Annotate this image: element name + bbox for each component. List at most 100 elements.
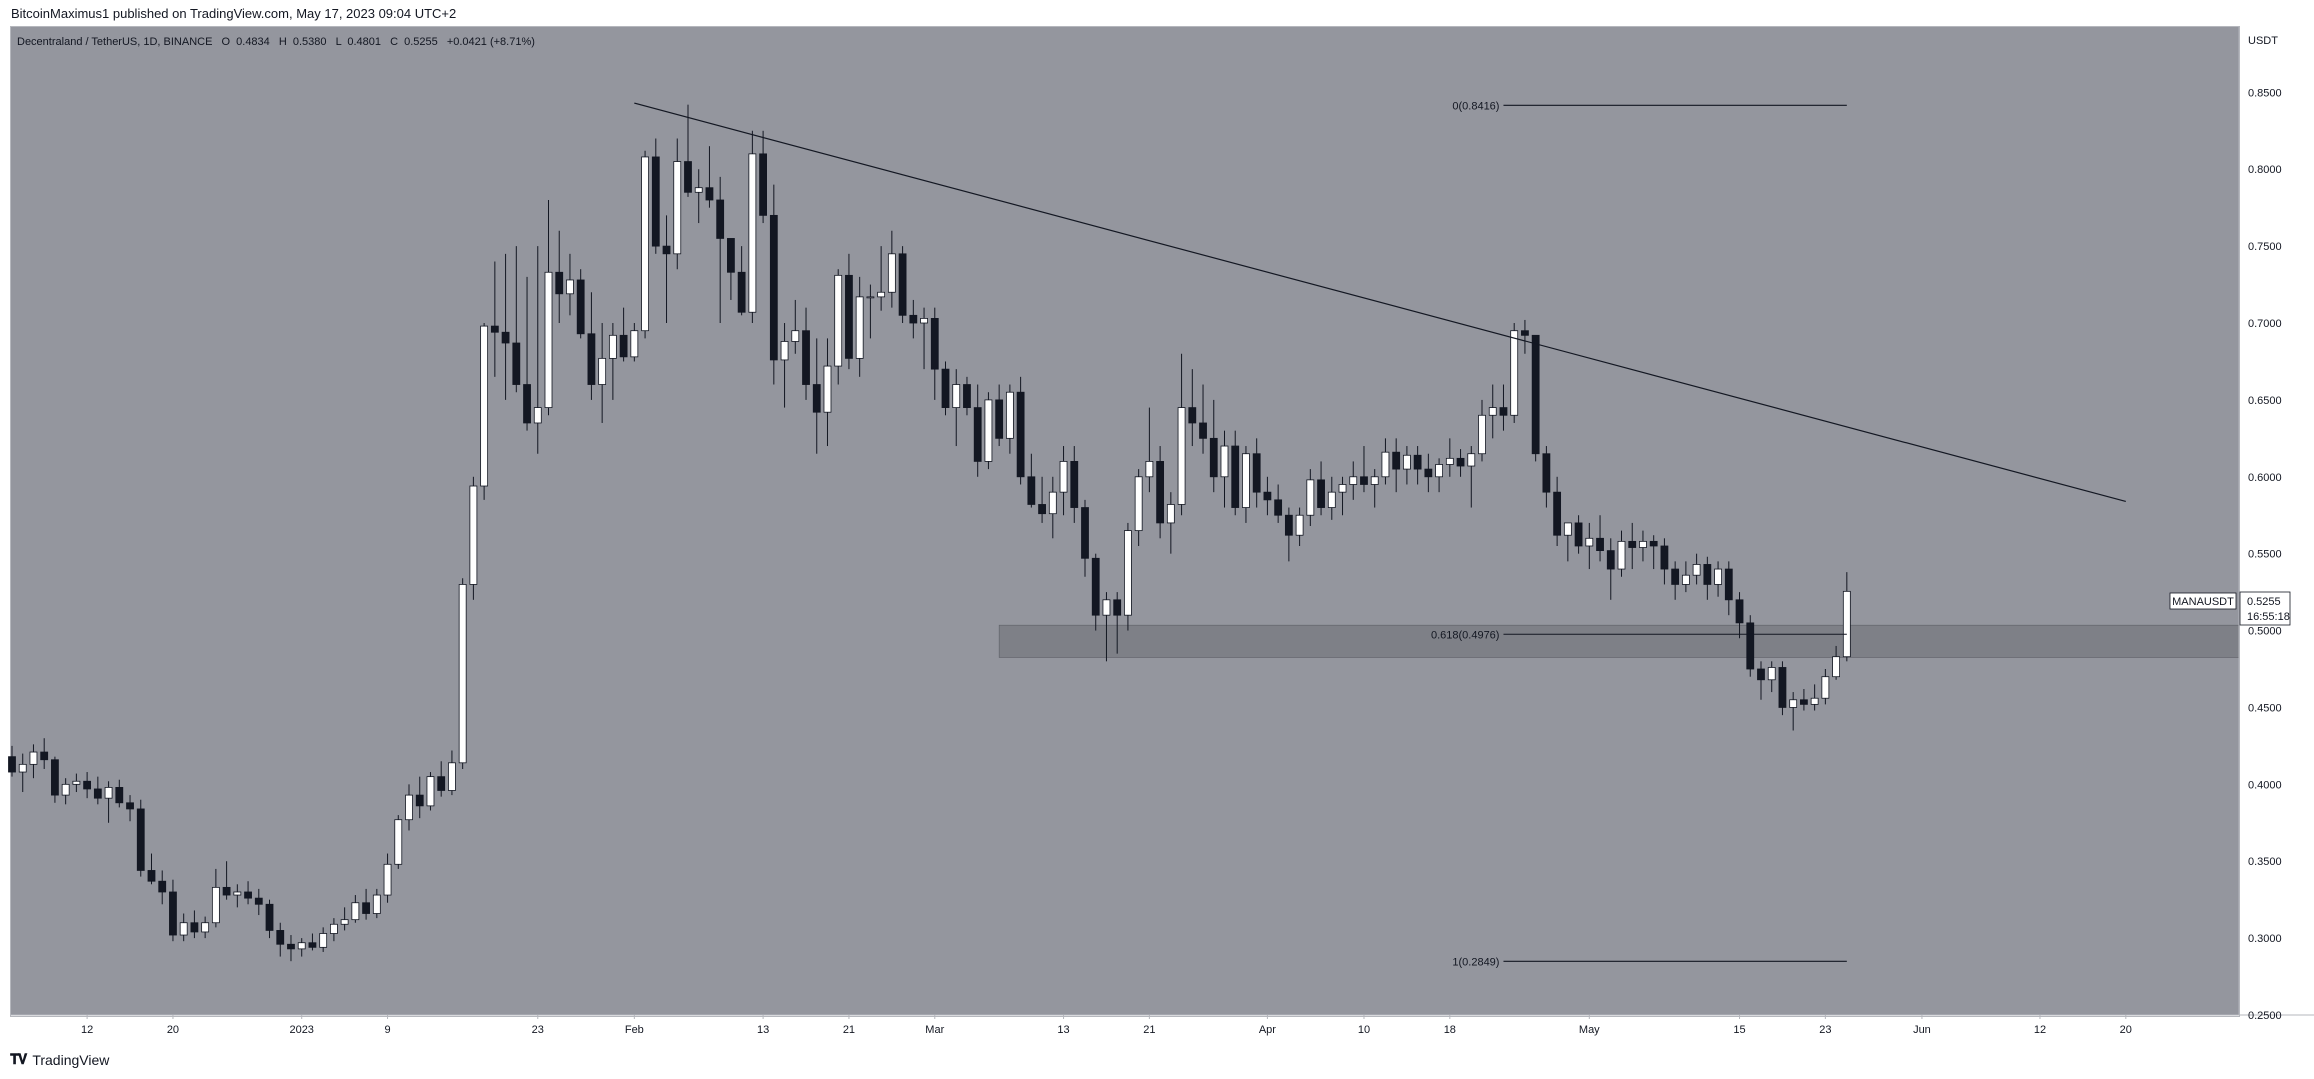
plot-area[interactable] xyxy=(11,27,2239,1015)
fib-level[interactable]: 1(0.2849) xyxy=(1452,956,1847,968)
candle[interactable] xyxy=(501,253,510,400)
candle[interactable] xyxy=(1413,446,1422,485)
candle[interactable] xyxy=(759,130,767,224)
candle[interactable] xyxy=(104,781,113,823)
candle[interactable] xyxy=(769,184,778,385)
candle[interactable] xyxy=(40,738,49,769)
candle[interactable] xyxy=(1456,449,1465,477)
candle[interactable] xyxy=(1746,615,1755,677)
candle[interactable] xyxy=(1005,384,1014,454)
candle[interactable] xyxy=(147,853,156,885)
candle[interactable] xyxy=(8,745,16,777)
candle[interactable] xyxy=(1767,661,1776,693)
candle[interactable] xyxy=(1445,438,1454,477)
candle[interactable] xyxy=(1252,438,1261,508)
candle[interactable] xyxy=(1392,438,1401,493)
symbol-tag[interactable]: MANAUSDT xyxy=(2169,592,2237,610)
candle[interactable] xyxy=(1467,446,1476,508)
candle[interactable] xyxy=(158,870,167,905)
candle[interactable] xyxy=(1703,556,1712,600)
candle[interactable] xyxy=(1821,669,1830,705)
candle[interactable] xyxy=(1681,561,1690,593)
candle[interactable] xyxy=(405,784,413,831)
candle[interactable] xyxy=(469,476,478,600)
candle[interactable] xyxy=(1081,499,1089,577)
candle[interactable] xyxy=(877,246,886,311)
candle[interactable] xyxy=(630,323,639,362)
candle[interactable] xyxy=(61,778,70,805)
candle[interactable] xyxy=(1284,507,1293,562)
candle[interactable] xyxy=(136,799,145,877)
candle[interactable] xyxy=(1327,476,1336,520)
candle[interactable] xyxy=(845,253,853,370)
candle[interactable] xyxy=(276,922,285,957)
candle[interactable] xyxy=(126,795,134,822)
candle[interactable] xyxy=(576,269,585,339)
candle[interactable] xyxy=(930,307,939,400)
candle[interactable] xyxy=(587,292,596,400)
candle[interactable] xyxy=(684,104,692,197)
candle[interactable] xyxy=(265,899,274,939)
candle[interactable] xyxy=(512,246,521,393)
candle[interactable] xyxy=(1145,407,1154,493)
candle[interactable] xyxy=(222,861,231,900)
candle[interactable] xyxy=(1370,469,1379,508)
footer-brand[interactable]: 𝐓𝐕 TradingView xyxy=(10,1052,109,1068)
candle[interactable] xyxy=(480,323,489,500)
candle[interactable] xyxy=(791,299,800,354)
candle[interactable] xyxy=(1048,476,1057,539)
candle[interactable] xyxy=(598,323,607,423)
candle[interactable] xyxy=(383,853,392,903)
candle[interactable] xyxy=(1585,522,1594,570)
candle[interactable] xyxy=(1360,446,1368,493)
candle[interactable] xyxy=(1563,522,1572,562)
candle[interactable] xyxy=(458,578,467,769)
candle[interactable] xyxy=(705,146,714,208)
candle[interactable] xyxy=(1606,538,1615,600)
candle[interactable] xyxy=(812,338,821,454)
candle[interactable] xyxy=(211,868,220,928)
candle[interactable] xyxy=(1692,553,1701,585)
candle[interactable] xyxy=(1166,492,1175,554)
candle[interactable] xyxy=(1542,446,1551,508)
candle[interactable] xyxy=(651,138,660,254)
candle[interactable] xyxy=(619,307,628,362)
candle[interactable] xyxy=(963,376,971,416)
candle[interactable] xyxy=(1842,572,1851,662)
candle[interactable] xyxy=(1263,476,1272,516)
candle[interactable] xyxy=(748,130,757,324)
candle[interactable] xyxy=(1038,476,1046,523)
candle[interactable] xyxy=(1070,446,1079,523)
candle[interactable] xyxy=(887,230,896,308)
candle[interactable] xyxy=(1810,684,1819,711)
candle[interactable] xyxy=(1188,369,1197,447)
candle[interactable] xyxy=(1800,688,1808,711)
candle[interactable] xyxy=(490,261,499,377)
candle[interactable] xyxy=(319,927,328,952)
candle[interactable] xyxy=(1649,535,1658,570)
candle[interactable] xyxy=(1553,476,1562,546)
candle[interactable] xyxy=(1199,384,1207,454)
last-price-tag[interactable]: 0.5255 16:55:18 xyxy=(2239,591,2291,626)
candle[interactable] xyxy=(1617,530,1626,577)
candle[interactable] xyxy=(898,246,907,324)
descending-trendline[interactable] xyxy=(634,102,2126,502)
candle[interactable] xyxy=(51,756,59,803)
candle[interactable] xyxy=(1317,461,1325,516)
fib-level[interactable]: 0(0.8416) xyxy=(1452,100,1847,112)
candle[interactable] xyxy=(1156,446,1165,539)
candle[interactable] xyxy=(1177,353,1186,516)
candle[interactable] xyxy=(1435,458,1443,493)
candle[interactable] xyxy=(394,815,403,869)
candle[interactable] xyxy=(1102,592,1111,662)
candle[interactable] xyxy=(1832,645,1840,680)
candle[interactable] xyxy=(984,392,993,470)
candle[interactable] xyxy=(1596,515,1604,562)
fib-level[interactable]: 0.618(0.4976) xyxy=(1431,629,1847,641)
support-zone[interactable] xyxy=(998,624,2240,658)
candle[interactable] xyxy=(244,881,252,905)
candle[interactable] xyxy=(1499,384,1508,431)
candle[interactable] xyxy=(1510,323,1519,423)
candle[interactable] xyxy=(287,935,295,962)
candle[interactable] xyxy=(1671,561,1680,600)
